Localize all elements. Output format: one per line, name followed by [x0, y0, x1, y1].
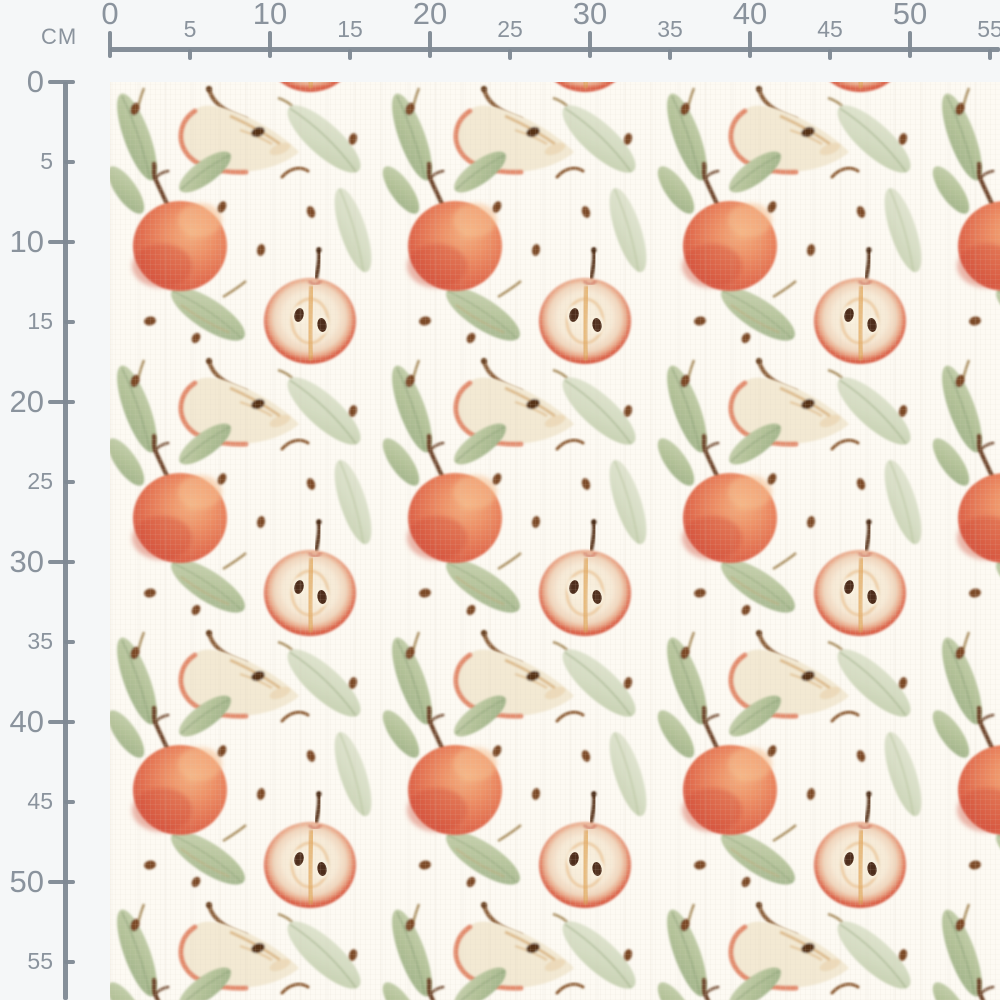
h-ruler-label-5: 5: [183, 16, 197, 42]
v-ruler-label-45: 45: [27, 788, 53, 815]
h-ruler-tick-50: [908, 31, 912, 58]
fabric-swatch: [110, 82, 1000, 1000]
v-ruler-label-30: 30: [9, 543, 44, 579]
v-ruler-tick-25: [64, 480, 75, 484]
h-ruler-label-35: 35: [657, 16, 683, 42]
h-ruler-tick-35: [668, 49, 672, 60]
v-ruler-label-10: 10: [9, 223, 44, 259]
v-ruler-tick-10: [48, 240, 75, 244]
v-ruler-tick-55: [64, 960, 75, 964]
h-ruler-tick-15: [348, 49, 352, 60]
h-ruler-tick-20: [428, 31, 432, 58]
h-ruler-tick-40: [748, 31, 752, 58]
h-ruler-tick-10: [268, 31, 272, 58]
v-ruler-label-20: 20: [9, 383, 44, 419]
h-ruler-tick-55: [988, 49, 992, 60]
h-ruler-label-30: 30: [572, 0, 608, 31]
v-ruler-label-25: 25: [27, 468, 53, 495]
v-ruler-label-15: 15: [27, 308, 53, 335]
h-ruler-tick-5: [188, 49, 192, 60]
vertical-ruler-line: [63, 82, 68, 1000]
apple-pattern-artwork: [110, 82, 1000, 1000]
h-ruler-tick-0: [108, 31, 112, 58]
horizontal-ruler-line: [110, 47, 1000, 52]
h-ruler-label-40: 40: [732, 0, 768, 31]
v-ruler-label-35: 35: [27, 628, 53, 655]
h-ruler-tick-25: [508, 49, 512, 60]
v-ruler-tick-5: [64, 160, 75, 164]
h-ruler-label-0: 0: [101, 0, 119, 31]
v-ruler-tick-15: [64, 320, 75, 324]
v-ruler-tick-30: [48, 560, 75, 564]
h-ruler-tick-30: [588, 31, 592, 58]
ruler-unit-label: CM: [41, 24, 78, 49]
v-ruler-tick-35: [64, 640, 75, 644]
h-ruler-tick-45: [828, 49, 832, 60]
h-ruler-label-25: 25: [497, 16, 523, 42]
v-ruler-tick-50: [48, 880, 75, 884]
v-ruler-label-40: 40: [9, 703, 44, 739]
h-ruler-label-20: 20: [412, 0, 448, 31]
v-ruler-label-5: 5: [40, 148, 53, 175]
v-ruler-tick-0: [48, 80, 75, 84]
h-ruler-label-50: 50: [892, 0, 928, 31]
h-ruler-label-15: 15: [337, 16, 363, 42]
v-ruler-tick-20: [48, 400, 75, 404]
h-ruler-label-45: 45: [817, 16, 843, 42]
pattern-fill: [110, 82, 1000, 1000]
v-ruler-label-55: 55: [27, 948, 53, 975]
h-ruler-label-55: 55: [977, 16, 1000, 42]
v-ruler-tick-45: [64, 800, 75, 804]
v-ruler-label-0: 0: [26, 63, 44, 99]
v-ruler-tick-40: [48, 720, 75, 724]
v-ruler-label-50: 50: [9, 863, 44, 899]
h-ruler-label-10: 10: [252, 0, 288, 31]
